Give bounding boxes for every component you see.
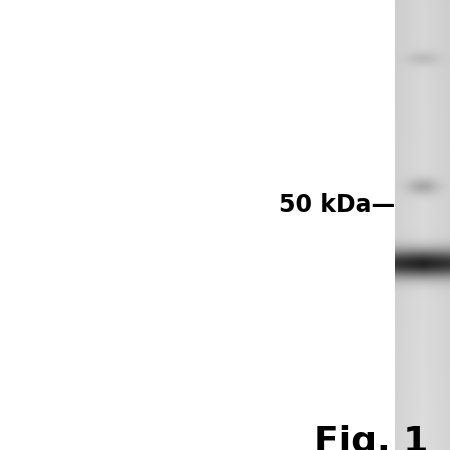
- Text: 50 kDa—: 50 kDa—: [279, 193, 395, 217]
- Text: Fig. 1: Fig. 1: [314, 425, 428, 450]
